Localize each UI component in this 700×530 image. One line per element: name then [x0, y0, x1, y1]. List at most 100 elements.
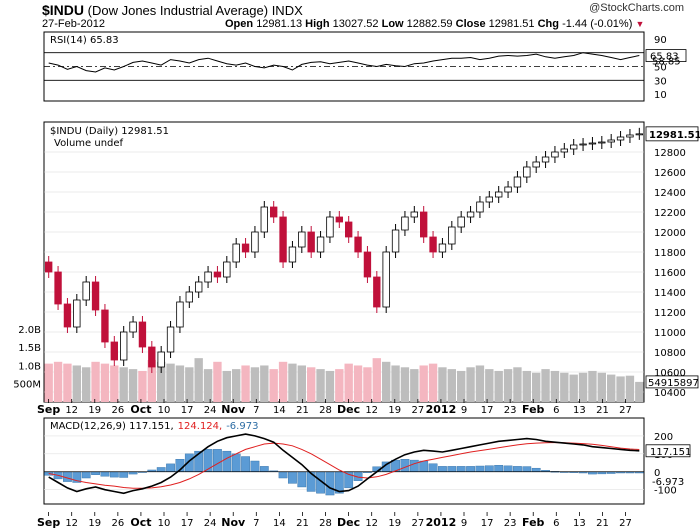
x-tick-label: 17	[181, 405, 194, 416]
x-tick-label: 27	[411, 518, 424, 529]
x-tick-label: 26	[111, 518, 124, 529]
volume-bar	[560, 372, 569, 402]
x-tick-label: 24	[204, 518, 217, 529]
macd-histogram-bar	[91, 471, 100, 475]
volume-tick-label: 500M	[13, 380, 41, 391]
macd-legend: MACD(12,26,9) 117.151, 124.124, -6.973	[50, 421, 258, 432]
candle-body	[45, 261, 53, 273]
x-tick-label: 7	[253, 405, 259, 416]
x-tick-label: 12	[365, 518, 378, 529]
volume-bar	[91, 361, 100, 402]
volume-bar	[532, 372, 541, 402]
candle-body	[260, 206, 268, 233]
macd-histogram-bar	[522, 466, 532, 472]
x-tick-label: 12	[65, 405, 78, 416]
x-tick-label: 12	[365, 405, 378, 416]
x-tick-label: 7	[253, 518, 259, 529]
low-value: 12882.59	[406, 18, 453, 30]
price-last-box	[645, 126, 699, 142]
price-tick-label: 12200	[654, 208, 686, 219]
x-tick-label: 6	[553, 405, 559, 416]
candle-body	[438, 243, 447, 253]
candle-body	[607, 139, 615, 143]
macd-histogram-bar	[213, 449, 222, 472]
candle-body	[541, 156, 550, 163]
candle-body	[513, 176, 522, 188]
x-tick-label: 19	[88, 518, 101, 529]
candle-body	[410, 211, 418, 218]
ohlc-summary: Open 12981.13 High 13027.52 Low 12882.59…	[225, 18, 644, 30]
price-tick-label: 10800	[654, 348, 686, 359]
macd-histogram-bar	[278, 471, 288, 479]
volume-bar	[260, 365, 269, 402]
volume-bar	[119, 367, 128, 402]
volume-bar	[428, 363, 438, 402]
volume-bar	[53, 361, 63, 402]
x-tick-label: 13	[573, 518, 586, 529]
macd-histogram-bar	[288, 471, 297, 484]
candle-body	[616, 136, 625, 141]
x-tick-label: 21	[596, 405, 609, 416]
candle-body	[626, 134, 634, 138]
candle-body	[345, 221, 353, 238]
candle-body	[523, 166, 531, 178]
volume-bar	[203, 369, 213, 402]
x-tick-label: 21	[296, 405, 309, 416]
x-tick-label: 21	[596, 518, 609, 529]
macd-histogram-bar	[475, 465, 485, 472]
candle-body	[166, 326, 175, 353]
price-tick-label: 11200	[654, 308, 686, 319]
symbol: $INDU	[42, 2, 85, 18]
volume-bar	[447, 369, 456, 402]
candle-body	[195, 281, 203, 293]
candle-body	[129, 321, 137, 333]
candle-body	[466, 211, 475, 218]
candle-body	[316, 236, 325, 253]
candle-body	[448, 226, 456, 245]
volume-bar	[363, 367, 372, 402]
x-axis: Sep 12 19 26 Oct 10 17 24 Nov 7 14 21 28 Dec 12 19 27 201…	[37, 399, 632, 529]
volume-bar	[485, 369, 494, 402]
candle-body	[485, 196, 493, 203]
volume-bar	[316, 369, 325, 402]
price-tick-label: 12800	[654, 148, 686, 159]
candle-body	[270, 206, 278, 218]
candle-body	[476, 201, 484, 213]
rsi-line	[48, 52, 640, 73]
volume-bar	[194, 358, 203, 402]
volume-legend: Volume undef	[54, 138, 124, 149]
x-tick-label: 17	[481, 518, 494, 529]
volume-bar	[569, 374, 578, 402]
close-value: 12981.51	[488, 18, 535, 30]
open-value: 12981.13	[256, 18, 303, 30]
volume-tick-label: 2.0B	[18, 325, 41, 336]
volume-bar	[157, 361, 166, 402]
price-last-value: 12981.51	[649, 130, 700, 141]
candle-body	[560, 148, 568, 153]
x-tick-label: Feb	[522, 403, 545, 416]
rsi-tick-label: 50	[654, 63, 667, 74]
macd-histogram-bar	[81, 471, 91, 479]
candle-body	[579, 143, 587, 146]
candle-body	[551, 151, 559, 158]
x-tick-label: 14	[273, 518, 286, 529]
volume-bar	[100, 363, 110, 402]
candle-body	[54, 271, 62, 305]
candle-body	[138, 321, 147, 348]
x-tick-label: 9	[461, 405, 467, 416]
volume-bar	[297, 365, 306, 402]
chg-value: -1.44 (-0.01%)	[562, 18, 633, 30]
candle-body	[91, 281, 100, 311]
volume-bar	[541, 369, 550, 402]
macd-histogram-bar	[494, 465, 504, 472]
volume-bar	[241, 365, 250, 402]
candle-body	[120, 331, 128, 361]
macd-histogram-bar	[222, 450, 232, 472]
price-tick-label: 11400	[654, 288, 686, 299]
volume-bar	[213, 361, 222, 402]
macd-histogram-bar	[241, 456, 250, 472]
volume-bar	[578, 372, 588, 402]
volume-bar	[616, 376, 625, 402]
price-frame	[43, 121, 645, 403]
